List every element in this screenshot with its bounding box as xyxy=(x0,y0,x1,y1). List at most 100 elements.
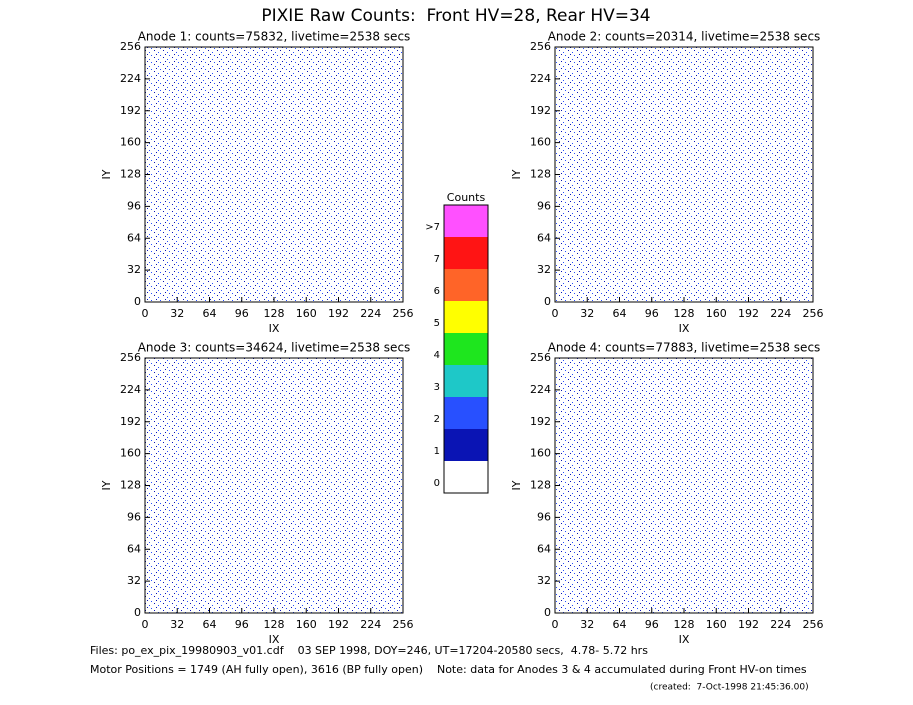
x-tick-label: 160 xyxy=(296,307,317,320)
colorbar-swatch xyxy=(444,365,488,397)
y-tick-label: 128 xyxy=(530,168,551,181)
y-tick-label: 0 xyxy=(134,606,141,619)
colorbar-label: 6 xyxy=(434,286,440,297)
image-texture xyxy=(555,358,813,613)
y-axis-label: IY xyxy=(510,169,523,179)
y-tick-label: 160 xyxy=(120,447,141,460)
x-axis-label: IX xyxy=(269,322,280,335)
colorbar-swatch xyxy=(444,237,488,269)
x-axis-label: IX xyxy=(679,322,690,335)
x-tick-label: 0 xyxy=(552,618,559,631)
colorbar-label: 1 xyxy=(434,446,440,457)
x-tick-label: 160 xyxy=(296,618,317,631)
colorbar-swatch xyxy=(444,301,488,333)
x-tick-label: 0 xyxy=(142,618,149,631)
x-tick-label: 128 xyxy=(674,307,695,320)
colorbar-label: 3 xyxy=(434,382,440,393)
y-tick-label: 32 xyxy=(537,263,551,276)
y-tick-label: 224 xyxy=(530,383,551,396)
y-tick-label: 0 xyxy=(544,606,551,619)
footer-line: Motor Positions = 1749 (AH fully open), … xyxy=(90,663,807,676)
y-tick-label: 224 xyxy=(120,72,141,85)
x-tick-label: 224 xyxy=(770,307,791,320)
y-tick-label: 64 xyxy=(537,542,551,555)
y-tick-label: 64 xyxy=(127,231,141,244)
panel-title: Anode 4: counts=77883, livetime=2538 sec… xyxy=(548,341,821,355)
x-tick-label: 64 xyxy=(613,618,627,631)
y-tick-label: 256 xyxy=(530,40,551,53)
y-tick-label: 160 xyxy=(120,136,141,149)
x-tick-label: 96 xyxy=(645,307,659,320)
x-tick-label: 192 xyxy=(738,307,759,320)
y-tick-label: 96 xyxy=(127,510,141,523)
image-texture xyxy=(145,47,403,302)
colorbar-label: 4 xyxy=(434,350,440,361)
x-tick-label: 128 xyxy=(674,618,695,631)
y-axis-label: IY xyxy=(100,169,113,179)
x-tick-label: 160 xyxy=(706,307,727,320)
footer-line: Files: po_ex_pix_19980903_v01.cdf 03 SEP… xyxy=(90,644,648,657)
x-tick-label: 128 xyxy=(264,618,285,631)
y-tick-label: 192 xyxy=(120,415,141,428)
y-axis-label: IY xyxy=(510,480,523,490)
y-tick-label: 32 xyxy=(537,574,551,587)
colorbar-swatch xyxy=(444,397,488,429)
x-tick-label: 96 xyxy=(235,618,249,631)
x-tick-label: 192 xyxy=(738,618,759,631)
y-tick-label: 192 xyxy=(120,104,141,117)
colorbar-title: Counts xyxy=(447,191,486,204)
y-tick-label: 32 xyxy=(127,574,141,587)
x-tick-label: 64 xyxy=(203,307,217,320)
x-tick-label: 192 xyxy=(328,618,349,631)
x-axis-label: IX xyxy=(269,633,280,646)
y-tick-label: 256 xyxy=(120,40,141,53)
panel-title: Anode 3: counts=34624, livetime=2538 sec… xyxy=(138,341,411,355)
y-tick-label: 0 xyxy=(134,295,141,308)
x-tick-label: 96 xyxy=(235,307,249,320)
colorbar-swatch xyxy=(444,269,488,301)
x-tick-label: 32 xyxy=(170,307,184,320)
colorbar-swatch xyxy=(444,461,488,493)
image-texture xyxy=(145,358,403,613)
x-tick-label: 224 xyxy=(770,618,791,631)
colorbar-swatch xyxy=(444,205,488,237)
y-tick-label: 64 xyxy=(127,542,141,555)
colorbar-label: 7 xyxy=(434,254,440,265)
y-tick-label: 224 xyxy=(120,383,141,396)
y-tick-label: 96 xyxy=(127,199,141,212)
y-tick-label: 128 xyxy=(120,168,141,181)
colorbar-swatch xyxy=(444,429,488,461)
x-tick-label: 256 xyxy=(393,618,414,631)
colorbar-frame xyxy=(443,204,489,494)
figure-title: PIXIE Raw Counts: Front HV=28, Rear HV=3… xyxy=(261,6,650,26)
x-tick-label: 128 xyxy=(264,307,285,320)
x-tick-label: 224 xyxy=(360,618,381,631)
y-tick-label: 96 xyxy=(537,199,551,212)
colorbar-label: 2 xyxy=(434,414,440,425)
x-tick-label: 0 xyxy=(552,307,559,320)
y-tick-label: 192 xyxy=(530,104,551,117)
x-tick-label: 160 xyxy=(706,618,727,631)
panel-title: Anode 1: counts=75832, livetime=2538 sec… xyxy=(138,30,411,44)
y-tick-label: 160 xyxy=(530,447,551,460)
x-tick-label: 224 xyxy=(360,307,381,320)
x-tick-label: 256 xyxy=(393,307,414,320)
y-tick-label: 64 xyxy=(537,231,551,244)
colorbar-swatch xyxy=(444,333,488,365)
y-tick-label: 128 xyxy=(530,479,551,492)
colorbar-label: 0 xyxy=(434,478,440,489)
y-axis-label: IY xyxy=(100,480,113,490)
x-axis-label: IX xyxy=(679,633,690,646)
y-tick-label: 32 xyxy=(127,263,141,276)
x-tick-label: 256 xyxy=(803,618,824,631)
panel-title: Anode 2: counts=20314, livetime=2538 sec… xyxy=(548,30,821,44)
x-tick-label: 256 xyxy=(803,307,824,320)
y-tick-label: 0 xyxy=(544,295,551,308)
x-tick-label: 32 xyxy=(580,618,594,631)
x-tick-label: 192 xyxy=(328,307,349,320)
x-tick-label: 32 xyxy=(170,618,184,631)
y-tick-label: 256 xyxy=(530,351,551,364)
y-tick-label: 224 xyxy=(530,72,551,85)
x-tick-label: 64 xyxy=(613,307,627,320)
